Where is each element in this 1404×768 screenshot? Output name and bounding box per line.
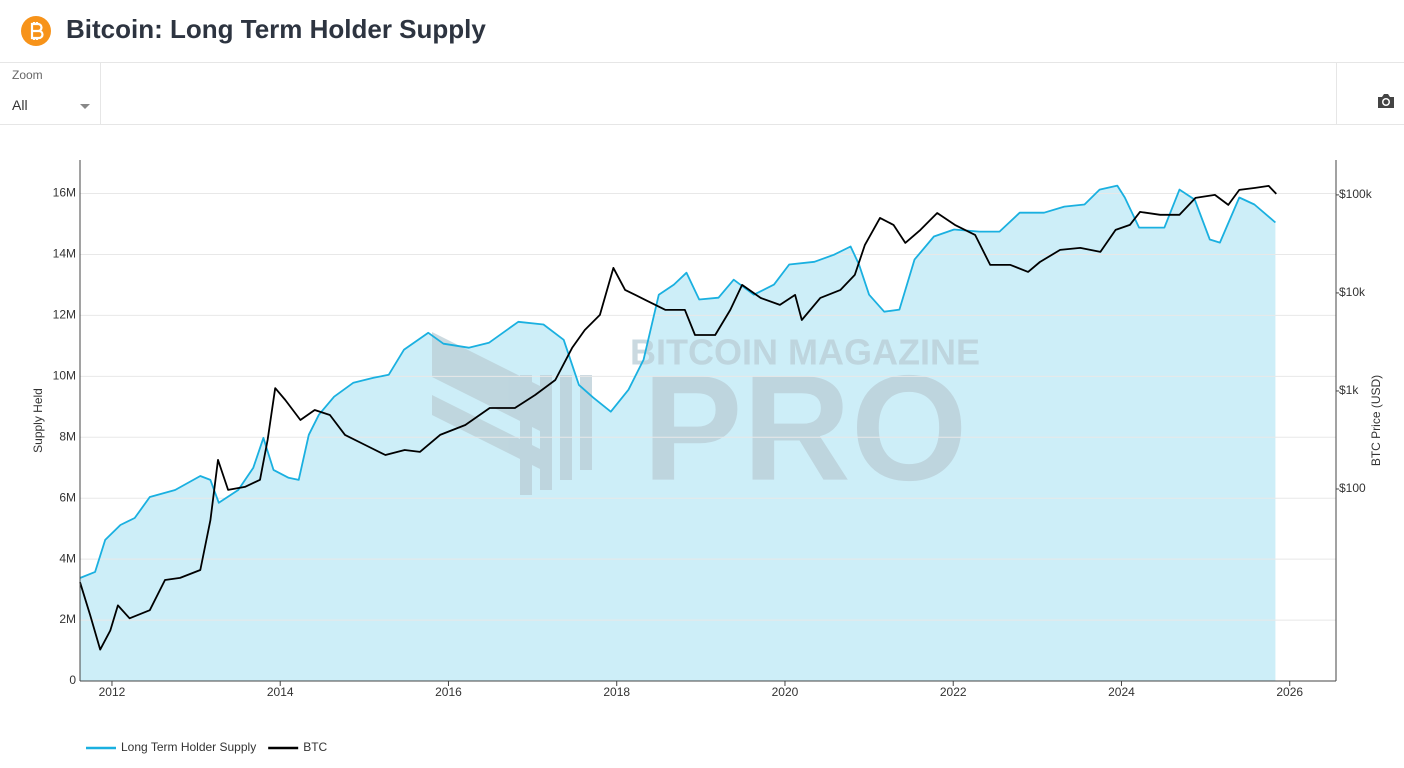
watermark-text: BITCOIN MAGAZINE (630, 332, 980, 373)
bitcoin-logo (21, 16, 51, 46)
x-tick-label: 2014 (267, 685, 294, 699)
x-tick-label: 2020 (772, 685, 799, 699)
x-tick-label: 2024 (1108, 685, 1135, 699)
x-tick-label: 2012 (99, 685, 126, 699)
camera-button[interactable] (1376, 93, 1396, 109)
y2-tick-label: $100 (1339, 481, 1366, 495)
header: Bitcoin: Long Term Holder Supply (0, 0, 1404, 63)
y2-tick-label: $10k (1339, 285, 1366, 299)
y-tick-label: 2M (59, 612, 76, 626)
y-axis-title: Supply Held (31, 388, 45, 453)
toolbar: Zoom All (0, 62, 1404, 125)
watermark-text: PRO (642, 344, 967, 512)
watermark: BITCOIN MAGAZINE PRO (432, 332, 980, 512)
zoom-select[interactable]: Zoom All (0, 62, 101, 124)
x-tick-label: 2016 (435, 685, 462, 699)
x-tick-label: 2022 (940, 685, 967, 699)
legend-label: BTC (303, 740, 327, 754)
y2-tick-label: $100k (1339, 187, 1373, 201)
y-tick-label: 6M (59, 490, 76, 504)
x-tick-label: 2018 (603, 685, 630, 699)
y-tick-label: 8M (59, 429, 76, 443)
page-title: Bitcoin: Long Term Holder Supply (66, 14, 486, 44)
y2-tick-label: $1k (1339, 383, 1359, 397)
chart: BITCOIN MAGAZINE PRO 0 2M 4M 6M 8M 10M 12M 14M 1… (31, 160, 1383, 754)
camera-area (1336, 62, 1404, 124)
dropdown-arrow (80, 104, 90, 109)
line (79, 184, 1276, 579)
y-tick-label: 14M (53, 247, 76, 261)
y-tick-label: 12M (53, 308, 76, 322)
y-tick-label: 4M (59, 551, 76, 565)
zoom-value: All (12, 97, 28, 113)
zoom-label: Zoom (12, 68, 43, 82)
legend-label: Long Term Holder Supply (121, 740, 256, 754)
y-tick-label: 16M (53, 186, 76, 200)
line (79, 185, 1277, 651)
y-tick-label: 10M (53, 368, 76, 382)
x-tick-label: 2026 (1276, 685, 1303, 699)
y-tick-label: 0 (69, 673, 76, 687)
area (80, 185, 1276, 681)
watermark-logo (432, 332, 592, 495)
y2-axis-title: BTC Price (USD) (1369, 375, 1383, 466)
